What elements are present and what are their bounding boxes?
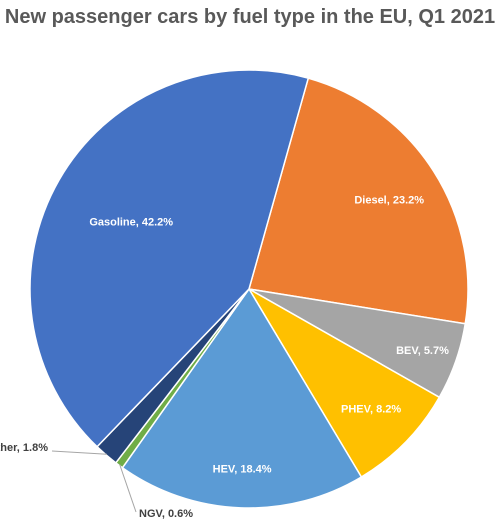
pie-slice-gasoline (29, 69, 310, 448)
chart-title: New passenger cars by fuel type in the E… (4, 6, 496, 28)
leader-line-other (51, 450, 107, 455)
pie-slice-hev (121, 287, 363, 509)
leader-line-ngv (119, 464, 137, 513)
pie-slice-phev (246, 286, 441, 478)
data-label-phev: PHEV, 8.2% (341, 404, 401, 416)
data-label-bev: BEV, 5.7% (396, 345, 449, 357)
data-label-diesel: Diesel, 23.2% (354, 194, 424, 206)
data-label-gasoline: Gasoline, 42.2% (89, 217, 173, 229)
data-label-other: Other, 1.8% (0, 442, 48, 454)
pie-slice-diesel (248, 77, 469, 325)
data-label-hev: HEV, 18.4% (213, 463, 272, 475)
data-label-ngv: NGV, 0.6% (139, 508, 193, 520)
